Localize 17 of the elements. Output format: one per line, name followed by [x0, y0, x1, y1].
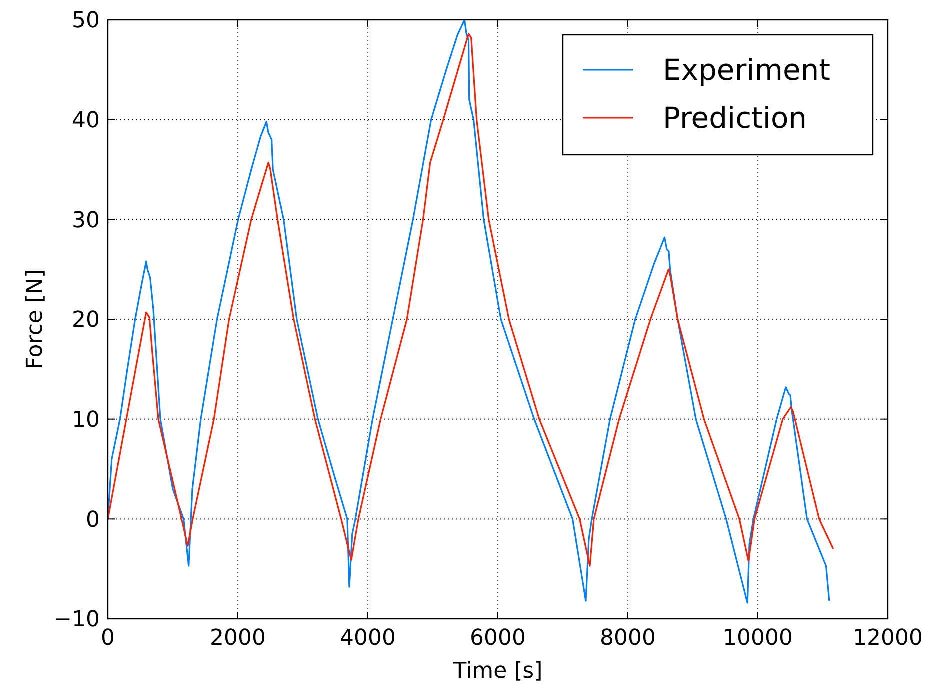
x-tick-label: 10000 [723, 626, 793, 651]
y-tick-label: 10 [72, 408, 100, 434]
x-tick-label: 4000 [340, 626, 396, 651]
y-tick-label: −10 [54, 608, 100, 633]
y-tick-label: 50 [72, 8, 100, 34]
y-tick-label: 0 [86, 508, 100, 533]
legend-label: Experiment [663, 53, 831, 88]
legend-label: Prediction [663, 101, 808, 136]
x-tick-label: 6000 [470, 626, 526, 651]
x-axis-title: Time [s] [452, 659, 543, 684]
x-tick-label: 2000 [210, 626, 266, 651]
y-axis-title: Force [N] [23, 269, 48, 370]
x-tick-label: 8000 [600, 626, 656, 651]
y-tick-label: 20 [72, 308, 100, 334]
x-tick-label: 12000 [853, 626, 923, 651]
y-tick-label: 40 [72, 108, 100, 134]
y-tick-label: 30 [72, 208, 100, 234]
